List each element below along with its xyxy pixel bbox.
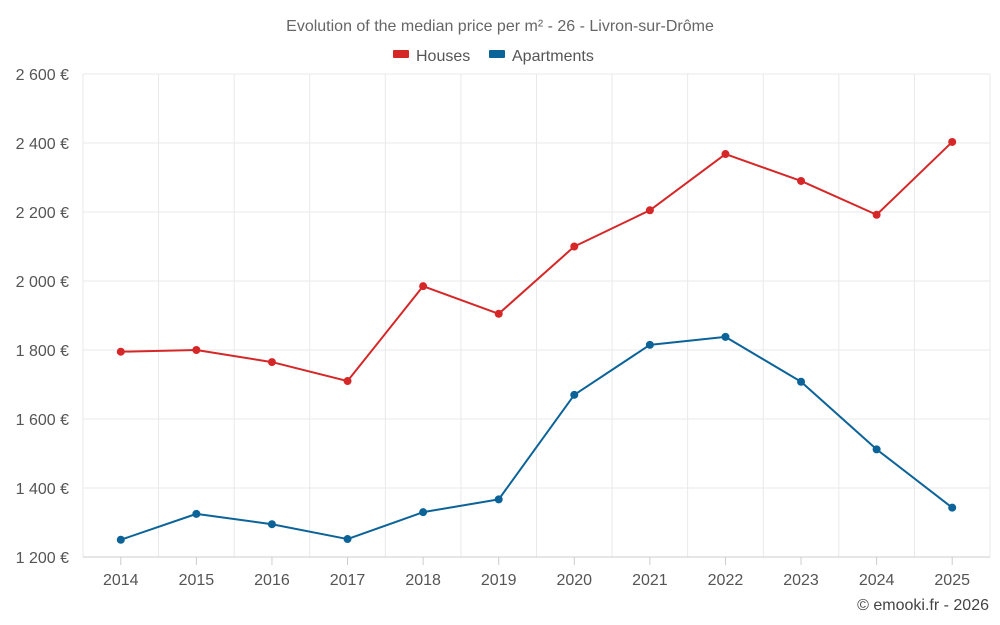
x-tick-label: 2021 bbox=[632, 572, 668, 589]
data-point-apartments[interactable] bbox=[872, 445, 881, 454]
data-point-houses[interactable] bbox=[116, 347, 125, 356]
data-point-apartments[interactable] bbox=[192, 509, 201, 518]
y-tick-label: 2 400 € bbox=[16, 136, 69, 153]
data-point-houses[interactable] bbox=[419, 282, 428, 291]
x-tick-label: 2020 bbox=[556, 572, 592, 589]
data-point-houses[interactable] bbox=[948, 137, 957, 146]
data-point-apartments[interactable] bbox=[116, 535, 125, 544]
data-point-apartments[interactable] bbox=[343, 535, 352, 544]
series-line-houses bbox=[120, 141, 953, 383]
x-tick-label: 2019 bbox=[481, 572, 517, 589]
y-tick-label: 2 200 € bbox=[16, 205, 69, 222]
series-line-apartments bbox=[120, 335, 953, 541]
data-point-houses[interactable] bbox=[192, 346, 201, 354]
y-tick-label: 1 800 € bbox=[16, 343, 69, 360]
data-point-apartments[interactable] bbox=[570, 390, 579, 399]
x-axis: 2014 2015 2016 2017 2018 2019 2020 2021 2022 2023… bbox=[83, 556, 990, 589]
data-point-houses[interactable] bbox=[570, 242, 579, 251]
legend-swatch-houses bbox=[393, 50, 409, 58]
data-point-apartments[interactable] bbox=[721, 332, 730, 341]
data-point-apartments[interactable] bbox=[419, 508, 428, 517]
data-point-houses[interactable] bbox=[872, 210, 881, 219]
legend-label-apartments: Apartments bbox=[512, 48, 594, 65]
data-point-apartments[interactable] bbox=[494, 495, 503, 504]
x-tick-label: 2022 bbox=[708, 572, 744, 589]
data-point-houses[interactable] bbox=[494, 309, 503, 318]
y-tick-label: 1 200 € bbox=[16, 550, 69, 567]
data-point-houses[interactable] bbox=[721, 150, 730, 159]
data-point-apartments[interactable] bbox=[267, 520, 276, 529]
legend-swatch-apartments bbox=[489, 50, 505, 58]
data-point-houses[interactable] bbox=[797, 176, 806, 185]
x-tick-label: 2024 bbox=[859, 572, 895, 589]
plot-area bbox=[116, 137, 957, 544]
legend-item-houses[interactable]: Houses bbox=[393, 48, 470, 65]
y-axis: 1 200 € 1 400 € 1 600 € 1 800 € 2 000 € 2 200… bbox=[16, 67, 69, 567]
data-point-apartments[interactable] bbox=[948, 503, 957, 512]
y-tick-label: 2 000 € bbox=[16, 274, 69, 291]
x-tick-label: 2025 bbox=[934, 572, 970, 589]
data-point-houses[interactable] bbox=[267, 358, 276, 367]
legend: Houses Apartments bbox=[393, 48, 594, 65]
data-point-houses[interactable] bbox=[645, 206, 654, 215]
x-tick-label: 2018 bbox=[405, 572, 441, 589]
data-point-apartments[interactable] bbox=[797, 377, 806, 386]
legend-item-apartments[interactable]: Apartments bbox=[489, 48, 594, 65]
chart-title: Evolution of the median price per m² - 2… bbox=[286, 18, 714, 35]
x-tick-label: 2014 bbox=[103, 572, 139, 589]
x-tick-label: 2023 bbox=[783, 572, 819, 589]
y-tick-label: 2 600 € bbox=[16, 67, 69, 84]
data-point-apartments[interactable] bbox=[645, 340, 654, 349]
y-tick-label: 1 600 € bbox=[16, 412, 69, 429]
legend-label-houses: Houses bbox=[416, 48, 470, 65]
credit-text: © emooki.fr - 2026 bbox=[857, 597, 989, 614]
gridlines bbox=[82, 73, 991, 557]
x-tick-label: 2016 bbox=[254, 572, 290, 589]
y-tick-label: 1 400 € bbox=[16, 481, 69, 498]
x-tick-label: 2017 bbox=[330, 572, 366, 589]
data-point-houses[interactable] bbox=[343, 377, 352, 386]
x-tick-label: 2015 bbox=[179, 572, 215, 589]
